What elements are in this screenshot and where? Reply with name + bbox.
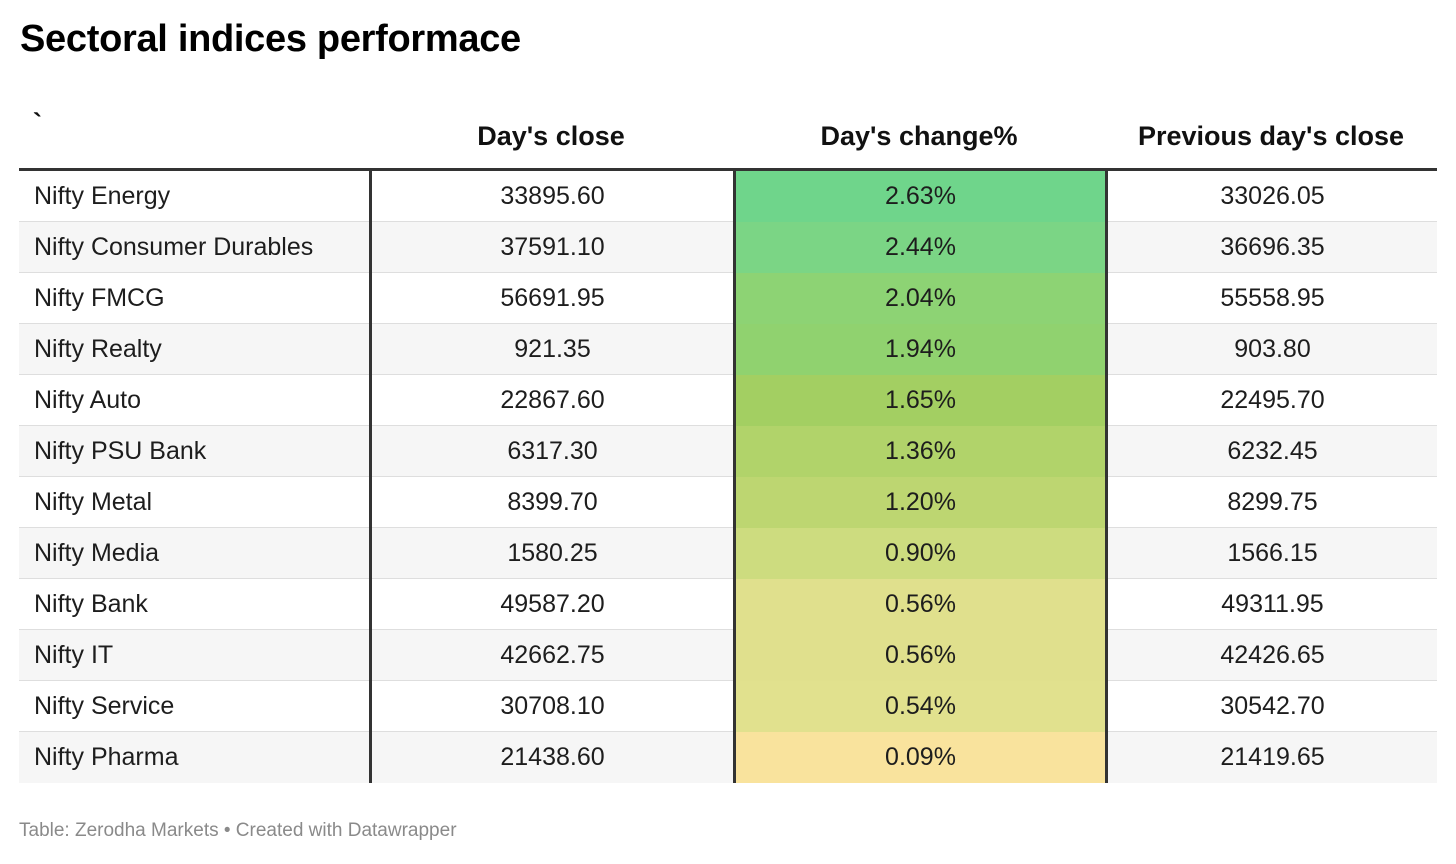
index-name-cell: Nifty Media <box>34 539 160 567</box>
previous-close-cell: 6232.45 <box>1105 426 1437 477</box>
previous-close-cell: 8299.75 <box>1105 477 1437 528</box>
table-row: Nifty Consumer Durables 37591.10 2.44% 3669… <box>19 222 1437 273</box>
previous-close-cell: 22495.70 <box>1105 375 1437 426</box>
sectoral-indices-table: ` Day's close Day's change% Previous day… <box>19 108 1437 783</box>
days-change-cell: 1.94% <box>733 324 1105 375</box>
previous-close-cell: 30542.70 <box>1105 681 1437 732</box>
previous-close-cell: 21419.65 <box>1105 732 1437 783</box>
days-change-cell: 0.56% <box>733 630 1105 681</box>
days-change-cell: 2.04% <box>733 273 1105 324</box>
table-row: Nifty Energy 33895.60 2.63% 33026.05 <box>19 171 1437 222</box>
index-name-cell: Nifty Bank <box>34 590 148 618</box>
source-footer: Table: Zerodha Markets • Created with Da… <box>19 820 457 841</box>
table-row: Nifty PSU Bank 6317.30 1.36% 6232.45 <box>19 426 1437 477</box>
table-row: Nifty IT 42662.75 0.56% 42426.65 <box>19 630 1437 681</box>
days-close-cell: 49587.20 <box>369 579 733 630</box>
index-name-cell: Nifty Realty <box>34 335 162 363</box>
days-close-cell: 1580.25 <box>369 528 733 579</box>
index-name-cell: Nifty PSU Bank <box>34 437 207 465</box>
days-change-cell: 1.65% <box>733 375 1105 426</box>
previous-close-cell: 55558.95 <box>1105 273 1437 324</box>
table-row: Nifty Bank 49587.20 0.56% 49311.95 <box>19 579 1437 630</box>
days-close-cell: 33895.60 <box>369 171 733 222</box>
index-name-cell: Nifty Metal <box>34 488 153 516</box>
days-change-cell: 2.44% <box>733 222 1105 273</box>
table-header: ` Day's close Day's change% Previous day… <box>19 108 1437 171</box>
index-name-cell: Nifty Auto <box>34 386 141 414</box>
previous-close-cell: 903.80 <box>1105 324 1437 375</box>
column-header-days-close: Day's close <box>477 121 625 151</box>
table-row: Nifty FMCG 56691.95 2.04% 55558.95 <box>19 273 1437 324</box>
days-close-cell: 6317.30 <box>369 426 733 477</box>
previous-close-cell: 42426.65 <box>1105 630 1437 681</box>
days-close-cell: 921.35 <box>369 324 733 375</box>
column-header-days-change: Day's change% <box>820 121 1018 151</box>
table-row: Nifty Metal 8399.70 1.20% 8299.75 <box>19 477 1437 528</box>
days-change-cell: 1.36% <box>733 426 1105 477</box>
days-close-cell: 30708.10 <box>369 681 733 732</box>
days-close-cell: 21438.60 <box>369 732 733 783</box>
days-change-cell: 2.63% <box>733 171 1105 222</box>
index-name-cell: Nifty Energy <box>34 182 171 210</box>
column-header-previous-close: Previous day's close <box>1137 121 1405 151</box>
index-name-cell: Nifty Service <box>34 692 175 720</box>
days-change-cell: 0.90% <box>733 528 1105 579</box>
table-body: Nifty Energy 33895.60 2.63% 33026.05 Nifty C… <box>19 171 1437 783</box>
days-change-cell: 1.20% <box>733 477 1105 528</box>
days-close-cell: 56691.95 <box>369 273 733 324</box>
previous-close-cell: 33026.05 <box>1105 171 1437 222</box>
days-close-cell: 8399.70 <box>369 477 733 528</box>
table-row: Nifty Media 1580.25 0.90% 1566.15 <box>19 528 1437 579</box>
days-close-cell: 37591.10 <box>369 222 733 273</box>
table-row: Nifty Service 30708.10 0.54% 30542.70 <box>19 681 1437 732</box>
index-name-cell: Nifty FMCG <box>34 284 165 312</box>
table-row: Nifty Pharma 21438.60 0.09% 21419.65 <box>19 732 1437 783</box>
days-close-cell: 42662.75 <box>369 630 733 681</box>
index-name-cell: Nifty Pharma <box>34 743 179 771</box>
column-header-index: ` <box>33 108 42 138</box>
previous-close-cell: 49311.95 <box>1105 579 1437 630</box>
index-name-cell: Nifty IT <box>34 641 114 669</box>
previous-close-cell: 36696.35 <box>1105 222 1437 273</box>
days-change-cell: 0.54% <box>733 681 1105 732</box>
days-change-cell: 0.56% <box>733 579 1105 630</box>
days-change-cell: 0.09% <box>733 732 1105 783</box>
table-row: Nifty Auto 22867.60 1.65% 22495.70 <box>19 375 1437 426</box>
previous-close-cell: 1566.15 <box>1105 528 1437 579</box>
index-name-cell: Nifty Consumer Durables <box>34 233 314 261</box>
table-row: Nifty Realty 921.35 1.94% 903.80 <box>19 324 1437 375</box>
days-close-cell: 22867.60 <box>369 375 733 426</box>
page-title: Sectoral indices performace <box>20 18 521 60</box>
